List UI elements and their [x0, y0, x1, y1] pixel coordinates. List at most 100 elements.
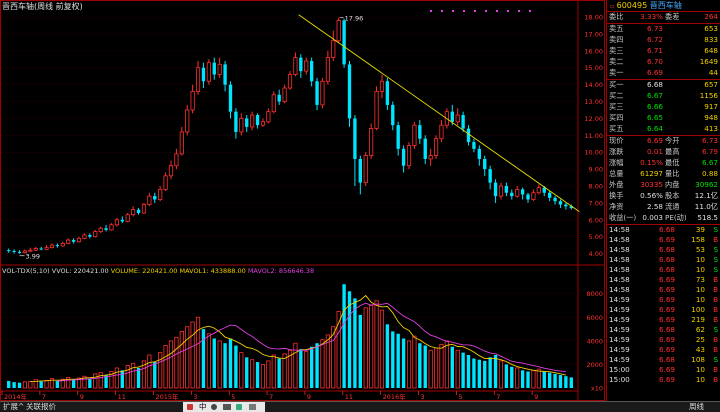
ime-settings-icon[interactable]: [187, 404, 193, 410]
volume-bar: [531, 369, 536, 389]
candle-body: [369, 128, 374, 156]
ask-price: 6.71: [646, 46, 663, 55]
volume-bar: [185, 326, 190, 389]
stat-row: 涨跌 0.01 最高 6.79: [607, 147, 720, 157]
volume-bar: [168, 340, 174, 389]
ime-mode-label[interactable]: 中: [199, 402, 207, 411]
volume-bar: [444, 340, 449, 389]
input-method-toolbar[interactable]: 中: [183, 402, 265, 412]
volume-bar: [353, 298, 357, 388]
stat-value: 0.01: [646, 147, 663, 156]
bid-row[interactable]: 买五 6.64 413: [607, 124, 720, 134]
bid-label: 买二: [609, 91, 624, 100]
chart-frame: [0, 0, 605, 401]
tick-volume: 39: [695, 225, 705, 234]
trade-tick-row: 15:00 6.69 10 B: [607, 375, 720, 385]
price-axis-label: 7.00: [589, 199, 603, 207]
tick-direction: B: [713, 285, 718, 294]
ask-row[interactable]: 卖三 6.71 648: [607, 46, 720, 56]
stat-row: 收益(一) 0.003 PE(动) 518.5: [607, 213, 720, 223]
volume-bar: [223, 343, 227, 388]
candle-body: [553, 197, 557, 202]
candle-body: [558, 201, 563, 205]
tick-direction: B: [713, 235, 718, 244]
mavol1-value: MAVOL1: 433888.00: [179, 267, 246, 275]
tick-volume: 10: [695, 365, 705, 374]
candle-body: [320, 80, 325, 106]
bid-row[interactable]: 买三 6.66 917: [607, 102, 720, 112]
candle-body: [282, 87, 287, 102]
candle-body: [82, 234, 87, 239]
ask-row[interactable]: 卖一 6.69 44: [607, 68, 720, 78]
stock-name[interactable]: 晋西车轴: [649, 1, 682, 10]
price-axis-label: 5.00: [589, 233, 603, 241]
kline-chart-area[interactable]: 18.00 17.00 16.00 15.00 14.00 13.00 12.00 11.00…: [0, 0, 605, 401]
stat-value: 30335: [640, 180, 663, 189]
tick-time: 15:00: [609, 365, 630, 374]
stock-code[interactable]: 600495: [616, 1, 648, 10]
volume-bar: [55, 380, 60, 388]
tick-time: 14:59: [609, 325, 630, 334]
tick-time: 14:59: [609, 295, 630, 304]
period-label[interactable]: 周线: [689, 402, 704, 411]
volume-bar: [287, 349, 293, 389]
volume-bar: [7, 380, 11, 388]
volume-bar: [212, 338, 216, 388]
ask-row[interactable]: 卖五 6.73 653: [607, 24, 720, 34]
volume-bar: [477, 359, 482, 388]
tick-direction: S: [713, 355, 718, 364]
candle-body: [206, 62, 211, 82]
volume-bar: [396, 333, 400, 388]
trade-tick-row: 14:58 6.68 39 S: [607, 225, 720, 235]
ask-label: 卖四: [609, 35, 624, 44]
volume-bar: [260, 364, 266, 389]
volume-bar: [336, 310, 341, 389]
candle-body: [49, 244, 55, 249]
tick-volume: 10: [695, 265, 705, 274]
related-quotes-button[interactable]: 关联报价: [26, 402, 56, 411]
candle-body: [504, 185, 509, 193]
candle-body: [88, 234, 92, 237]
candle-body: [153, 196, 157, 200]
ime-punct-icon[interactable]: [211, 404, 217, 410]
ime-keyboard-icon[interactable]: [223, 404, 231, 410]
tick-direction: B: [713, 375, 718, 384]
ime-menu-icon[interactable]: [249, 404, 256, 410]
candle-body: [342, 20, 346, 65]
expand-button[interactable]: 扩展^: [3, 402, 25, 411]
volume-axis-label: 2000: [586, 361, 603, 369]
ask-volume: 44: [708, 68, 718, 77]
tick-price: 6.68: [659, 255, 676, 264]
price-axis-label: 17.00: [584, 30, 603, 38]
volume-bar: [277, 358, 281, 388]
bid-row[interactable]: 买一 6.68 657: [607, 80, 720, 90]
volume-bar: [520, 370, 525, 388]
tick-direction: B: [713, 335, 718, 344]
volume-bar: [358, 314, 363, 388]
ask-row[interactable]: 卖四 6.72 833: [607, 35, 720, 45]
ime-skin-icon[interactable]: [236, 404, 242, 410]
tick-time: 15:00: [609, 375, 630, 384]
event-marker-icon: [518, 10, 520, 12]
low-price-annotation: 3.99: [26, 253, 40, 261]
stat-label: 换手: [609, 191, 624, 200]
volume-bar: [39, 381, 43, 388]
volume-bar: [109, 371, 114, 389]
bid-row[interactable]: 买四 6.65 948: [607, 113, 720, 123]
volume-bar: [433, 347, 439, 389]
stat-value-2: 6.67: [701, 158, 718, 167]
ask-row[interactable]: 卖二 6.70 1649: [607, 57, 720, 67]
volume-bar: [190, 321, 195, 389]
candle-body: [250, 114, 255, 128]
volume-bar: [17, 382, 22, 388]
bid-row[interactable]: 买二 6.67 1156: [607, 91, 720, 101]
candle-body: [174, 153, 179, 167]
candle-body: [120, 219, 124, 222]
date-axis-label: 9: [534, 393, 538, 401]
candle-body: [179, 131, 184, 155]
event-marker-icon: [507, 10, 509, 12]
stat-label: 现价: [609, 136, 624, 145]
stat-value: 0.15%: [640, 158, 663, 167]
tick-volume: 25: [695, 335, 705, 344]
bid-volume: 413: [704, 124, 718, 133]
